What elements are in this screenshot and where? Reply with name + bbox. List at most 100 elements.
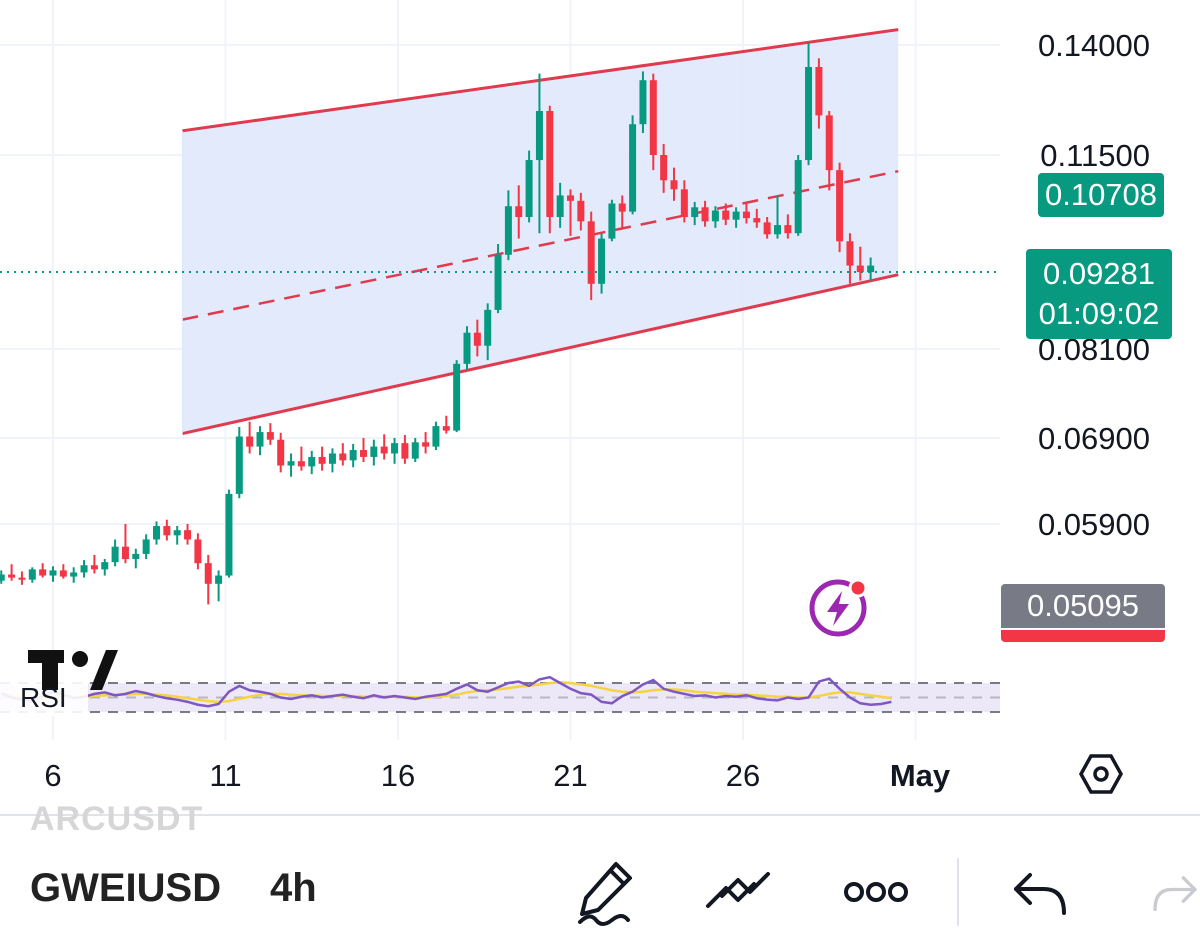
candle (608, 199, 616, 242)
candle (639, 71, 647, 133)
candle-body (215, 575, 223, 584)
date-tick-label: 26 (726, 758, 760, 793)
countdown-label: 01:09:02 (1038, 296, 1160, 331)
rsi-pane (0, 675, 1000, 716)
candle (515, 185, 523, 239)
candle-body (163, 526, 171, 536)
redo-button[interactable] (1150, 852, 1200, 932)
candle-body (504, 206, 512, 255)
candle-body (370, 446, 378, 457)
candle-body (660, 155, 668, 181)
candle-body (701, 207, 709, 222)
candle-body (494, 254, 502, 310)
candle-body (277, 439, 285, 466)
candle (742, 203, 750, 224)
candle-body (846, 241, 854, 266)
candle-body (711, 210, 719, 222)
candle (815, 58, 823, 129)
candle (753, 208, 761, 228)
candle (473, 319, 481, 357)
candle-body (815, 67, 823, 116)
candle (256, 426, 264, 456)
candle-body (360, 450, 367, 457)
candle-body (732, 211, 740, 220)
drawing-tools-button[interactable] (698, 852, 778, 932)
candle-body (805, 67, 813, 161)
price-tick-label: 0.05900 (1038, 507, 1150, 542)
candle (391, 438, 399, 464)
candle-body (246, 436, 254, 447)
candle (463, 326, 471, 370)
candle (856, 246, 864, 281)
more-icon (844, 882, 908, 902)
candle-body (691, 207, 699, 218)
candle-body (204, 563, 212, 584)
flash-alert-icon[interactable] (809, 578, 868, 637)
candle-body (535, 111, 543, 161)
candle (163, 519, 171, 541)
candle (194, 533, 202, 570)
candle-body (49, 570, 57, 576)
candle (153, 521, 160, 545)
candle (629, 115, 637, 215)
candle-body (639, 80, 647, 125)
candle-body (463, 332, 471, 364)
candle (411, 438, 419, 463)
date-axis[interactable]: 6 11 16 21 26 May (44, 758, 951, 793)
candle-body (411, 442, 419, 459)
undo-icon (1014, 873, 1066, 915)
candle (101, 559, 109, 576)
candle (70, 567, 78, 583)
candle-body (287, 461, 295, 466)
candle (370, 439, 378, 466)
candle (680, 180, 688, 223)
symbol-button[interactable]: GWEIUSD (30, 866, 222, 910)
settings-hex-icon[interactable] (1078, 754, 1124, 794)
candle-body (784, 225, 792, 234)
price-tick-label: 0.14000 (1038, 28, 1150, 63)
upper-price-tag-label: 0.10708 (1044, 177, 1158, 212)
candle-body (173, 530, 181, 536)
candle-body (391, 443, 399, 454)
candle (846, 233, 854, 284)
more-button[interactable] (836, 852, 916, 932)
lower-price-tag-bar (1001, 630, 1165, 642)
candle (587, 211, 595, 301)
candle-body (836, 170, 844, 242)
candle-body (184, 530, 192, 540)
candle-body (256, 432, 264, 447)
candle-body (722, 210, 730, 220)
candle (0, 570, 5, 584)
candle (732, 207, 740, 228)
lower-price-tag-label: 0.05095 (1026, 588, 1140, 623)
candle (701, 200, 709, 227)
timeframe-button[interactable]: 4h (270, 866, 317, 910)
candle-body (8, 574, 16, 578)
candle (266, 423, 274, 445)
candle-body (525, 160, 533, 218)
candle-body (649, 80, 657, 155)
candle (618, 195, 626, 228)
candle (18, 571, 26, 585)
date-tick-label: 6 (44, 758, 61, 793)
candle-body (28, 569, 36, 580)
date-tick-label: 16 (381, 758, 415, 793)
channel-lower-line[interactable] (182, 273, 899, 436)
candle (805, 42, 813, 166)
candle (432, 421, 440, 451)
candle (535, 73, 543, 234)
candle (422, 432, 430, 454)
pencil-button[interactable] (568, 852, 648, 932)
candle-body (142, 539, 150, 554)
candle (225, 489, 233, 578)
candle (28, 567, 36, 583)
price-tick-label: 0.11500 (1040, 138, 1150, 173)
candle-body (101, 562, 109, 570)
candle-body (484, 309, 492, 346)
candle (711, 206, 719, 228)
undo-button[interactable] (1000, 852, 1080, 932)
candle (825, 111, 833, 191)
candle (867, 257, 875, 281)
candle (287, 453, 295, 477)
